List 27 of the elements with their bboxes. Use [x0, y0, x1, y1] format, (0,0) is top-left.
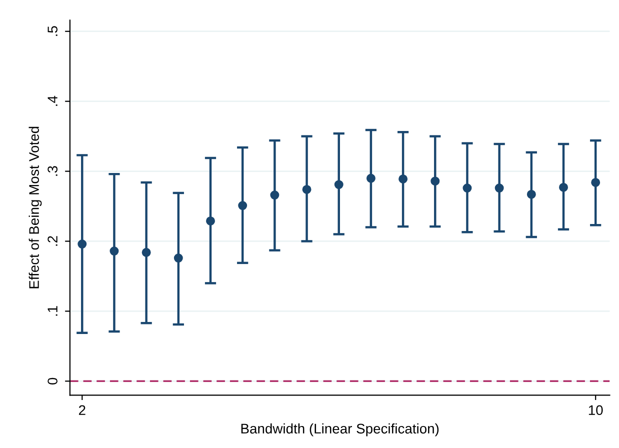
- point: [174, 254, 183, 263]
- point: [270, 190, 280, 200]
- y-tick-label: .3: [48, 166, 58, 176]
- point: [110, 246, 119, 256]
- x-tick-label: 10: [588, 405, 603, 416]
- y-tick-label: .4: [48, 96, 58, 106]
- point: [142, 248, 151, 257]
- y-tick-label: .2: [48, 236, 58, 246]
- point: [78, 240, 87, 249]
- point: [559, 182, 568, 192]
- point: [238, 201, 248, 210]
- y-axis-title: Effect of Being Most Voted: [28, 126, 42, 288]
- y-tick-label: .5: [48, 26, 58, 36]
- point: [398, 174, 408, 184]
- point: [302, 184, 312, 194]
- point: [462, 184, 472, 193]
- point: [526, 190, 536, 199]
- point: [206, 216, 216, 226]
- point: [430, 176, 440, 186]
- point: [591, 178, 600, 187]
- y-tick-label: 0: [48, 378, 58, 384]
- x-tick-label: 2: [78, 405, 86, 415]
- x-axis-title: Bandwidth (Linear Specification): [241, 423, 439, 436]
- point: [494, 184, 504, 193]
- y-tick-label: .1: [48, 306, 58, 316]
- point: [334, 180, 344, 190]
- point: [366, 174, 376, 183]
